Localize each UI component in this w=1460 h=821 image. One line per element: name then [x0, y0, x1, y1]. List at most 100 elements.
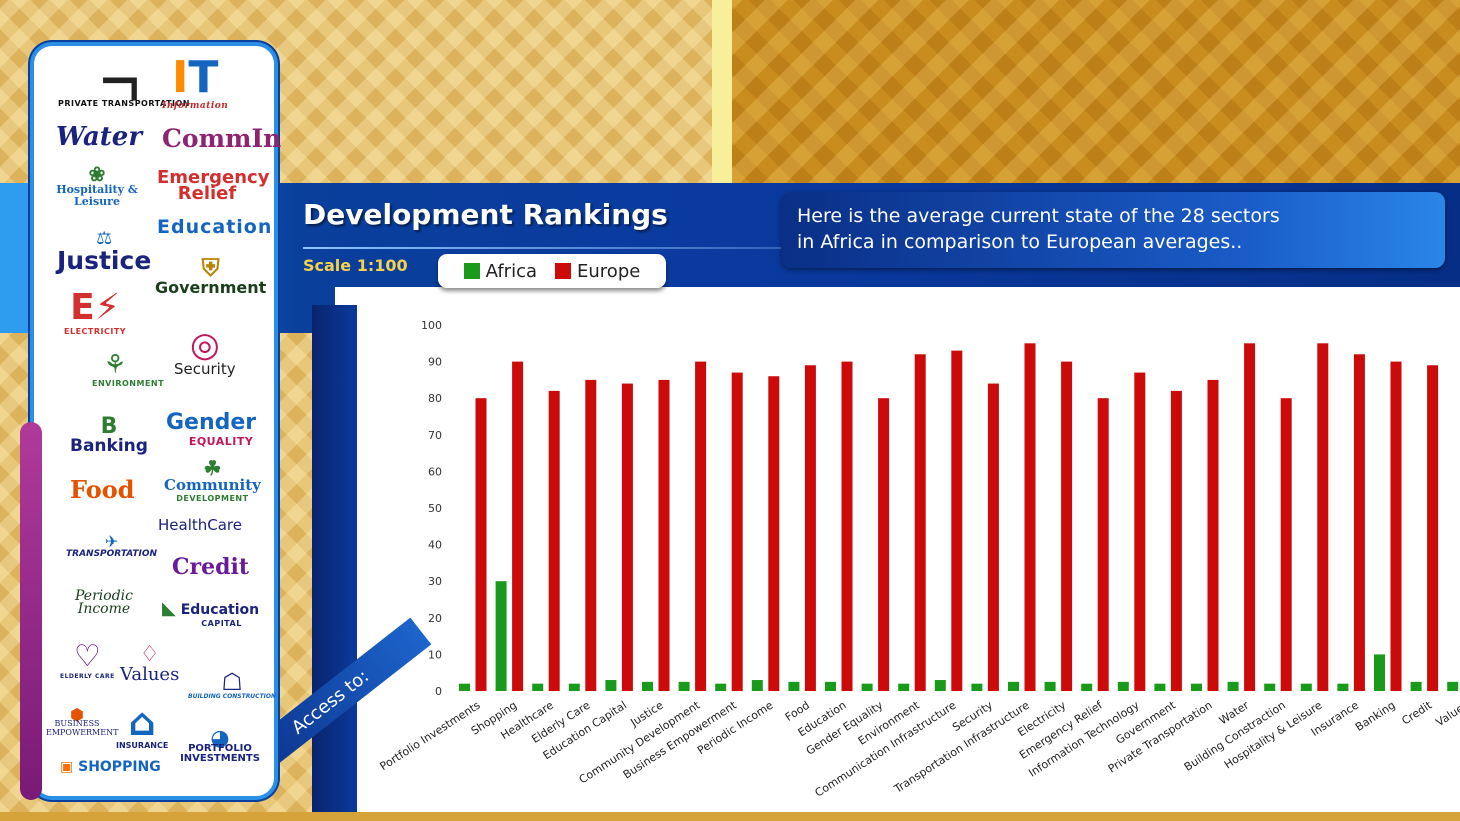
- bar-europe-7: [731, 372, 743, 691]
- building-icon: ☖: [221, 668, 243, 696]
- sidebar-accent-bar: [20, 422, 42, 800]
- it-mark: I: [171, 52, 189, 103]
- logo-government: ⛨ Government: [155, 256, 266, 296]
- bar-europe-18: [1134, 372, 1146, 691]
- legend-swatch-europe: [555, 263, 572, 279]
- logo-label-portfolio: PORTFOLIO INVESTMENTS: [180, 743, 260, 764]
- bar-africa-19: [1154, 683, 1166, 691]
- logo-label-transportation: TRANSPORTATION: [66, 549, 158, 559]
- bottom-edge: [0, 812, 1460, 821]
- bar-africa-27: [1447, 681, 1459, 691]
- banking-icon: B: [100, 414, 118, 439]
- bar-europe-19: [1170, 390, 1182, 691]
- bar-africa-10: [825, 681, 836, 691]
- bar-africa-23: [1300, 683, 1312, 691]
- y-tick-label-100: 100: [421, 319, 442, 332]
- bar-africa-26: [1410, 681, 1422, 691]
- title-block: Development Rankings: [303, 198, 668, 231]
- logo-label-electricity: ELECTRICITY: [64, 327, 127, 336]
- bar-europe-22: [1280, 398, 1292, 691]
- palm-icon: ❀: [88, 162, 106, 186]
- bar-europe-11: [878, 398, 890, 691]
- target-shield-icon: ◎: [189, 325, 220, 365]
- logo-label-information: Information: [162, 101, 229, 111]
- legend-label-europe: Europe: [577, 260, 641, 282]
- logo-label-hospitality: Hospitality & Leisure: [56, 183, 138, 208]
- logo-label-education-capital: Education: [180, 602, 260, 618]
- lightning-icon: E⚡: [70, 287, 120, 328]
- scales-icon: ⚖: [96, 228, 113, 249]
- bar-europe-26: [1427, 365, 1439, 691]
- bar-africa-16: [1044, 681, 1056, 691]
- y-tick-label-90: 90: [428, 356, 442, 369]
- bar-africa-8: [751, 680, 763, 691]
- legend-item-africa: Africa: [463, 260, 538, 282]
- bar-europe-12: [914, 354, 926, 691]
- logo-education: Education: [157, 216, 273, 238]
- bar-africa-18: [1117, 681, 1129, 691]
- legend-item-europe: Europe: [555, 261, 640, 282]
- logo-label-community: Community: [164, 476, 261, 494]
- logo-food: Food: [70, 475, 135, 504]
- logo-credit: Credit: [172, 554, 249, 580]
- logo-environment: ⚘ ENVIRONMENT: [66, 352, 164, 388]
- bar-europe-3: [585, 379, 597, 691]
- legend-label-africa: Africa: [485, 260, 538, 282]
- tree-icon: ☘: [203, 456, 222, 480]
- bar-africa-7: [715, 683, 727, 691]
- logo-transportation-infrastructure: ✈ TRANSPORTATION: [66, 534, 157, 559]
- background-strip: [712, 0, 732, 185]
- logo-label-capital: CAPITAL: [201, 619, 242, 628]
- logo-education-capital: ◣ Education CAPITAL: [162, 600, 259, 628]
- logo-water: Water: [56, 122, 143, 152]
- legend-swatch-africa: [463, 263, 480, 279]
- bar-europe-6: [695, 361, 707, 691]
- logo-shopping: ▣ SHOPPING: [60, 760, 161, 774]
- header-band-edge: [0, 183, 30, 333]
- scale-label: Scale 1:100: [303, 256, 408, 275]
- y-tick-label-0: 0: [435, 685, 442, 698]
- y-tick-label-40: 40: [428, 539, 442, 552]
- logo-communication: CommIn: [162, 124, 282, 153]
- bar-europe-20: [1207, 379, 1219, 691]
- y-tick-label-60: 60: [428, 465, 442, 478]
- intro-line-1: Here is the average current state of the…: [797, 205, 1280, 227]
- bar-europe-25: [1390, 361, 1402, 691]
- hexagon-icon: ⬢: [70, 705, 84, 724]
- logo-community-development: ☘ Community DEVELOPMENT: [164, 458, 261, 503]
- bar-africa-20: [1191, 683, 1202, 691]
- y-tick-label-70: 70: [428, 429, 442, 442]
- y-tick-label-10: 10: [428, 648, 442, 661]
- logo-label-development: DEVELOPMENT: [176, 494, 249, 503]
- logo-label-environment: ENVIRONMENT: [92, 379, 165, 388]
- bar-africa-6: [678, 681, 690, 691]
- logo-label-gender: Gender: [166, 410, 257, 435]
- y-tick-label-50: 50: [428, 502, 442, 515]
- bar-africa-5: [642, 681, 653, 691]
- logo-label-equality: EQUALITY: [188, 435, 254, 448]
- bar-europe-5: [658, 379, 670, 691]
- logo-private-transportation: ━┓ PRIVATE TRANSPORTATION: [58, 64, 190, 108]
- logo-periodic-income: Periodic Income: [75, 588, 133, 617]
- logo-security: ◎ Security: [174, 328, 236, 377]
- x-tick-label-27: Values: [1434, 698, 1460, 729]
- intro-line-2: in Africa in comparison to European aver…: [797, 231, 1243, 253]
- x-tick-label-25: Banking: [1353, 699, 1398, 734]
- bar-africa-22: [1264, 683, 1276, 691]
- logo-label-values: Values: [120, 664, 180, 685]
- logo-label-shopping: SHOPPING: [78, 759, 161, 775]
- bar-africa-17: [1081, 683, 1093, 691]
- book-icon: ◣: [162, 598, 176, 619]
- logo-electricity: E⚡ ELECTRICITY: [64, 290, 126, 336]
- bar-europe-8: [768, 376, 780, 691]
- logo-portfolio-investments: ◕ PORTFOLIO INVESTMENTS: [178, 728, 262, 764]
- bar-europe-0: [475, 398, 487, 691]
- logo-elderly-care: ♡ ELDERLY CARE: [60, 642, 115, 680]
- leaf-icon: ⚘: [103, 350, 127, 380]
- house-icon: ⌂: [128, 700, 156, 744]
- y-tick-label-20: 20: [428, 612, 442, 625]
- bar-africa-14: [971, 683, 983, 691]
- logo-label-building: BUILDING CONSTRUCTION: [188, 693, 277, 700]
- logo-healthcare: HealthCare: [158, 516, 242, 534]
